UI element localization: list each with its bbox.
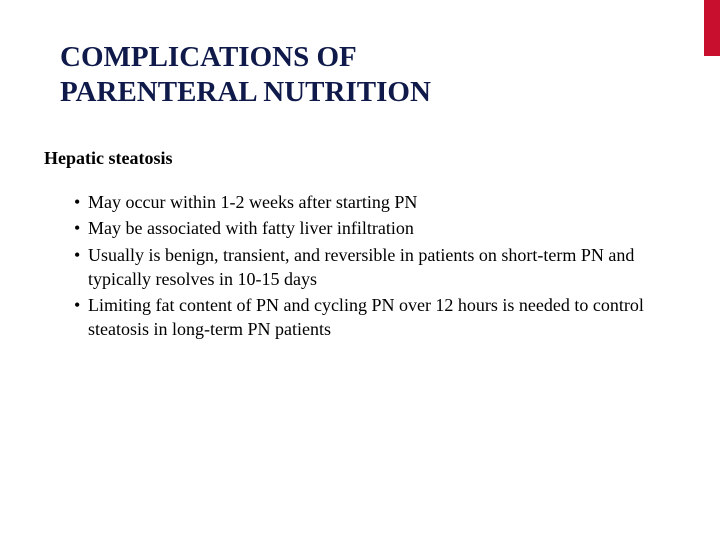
bullet-text: May occur within 1-2 weeks after startin… xyxy=(88,192,417,212)
bullet-text: Limiting fat content of PN and cycling P… xyxy=(88,295,644,339)
title-line-2: PARENTERAL NUTRITION xyxy=(60,76,431,108)
bullet-text: Usually is benign, transient, and revers… xyxy=(88,245,634,289)
section-subtitle: Hepatic steatosis xyxy=(44,148,172,169)
accent-bar xyxy=(704,0,720,56)
slide-title: COMPLICATIONS OF PARENTERAL NUTRITION xyxy=(60,40,680,110)
list-item: May occur within 1-2 weeks after startin… xyxy=(74,190,670,214)
list-item: Usually is benign, transient, and revers… xyxy=(74,243,670,292)
bullet-text: May be associated with fatty liver infil… xyxy=(88,218,414,238)
list-item: May be associated with fatty liver infil… xyxy=(74,216,670,240)
list-item: Limiting fat content of PN and cycling P… xyxy=(74,293,670,342)
bullet-list: May occur within 1-2 weeks after startin… xyxy=(74,190,670,344)
title-line-1: COMPLICATIONS OF xyxy=(60,41,357,73)
